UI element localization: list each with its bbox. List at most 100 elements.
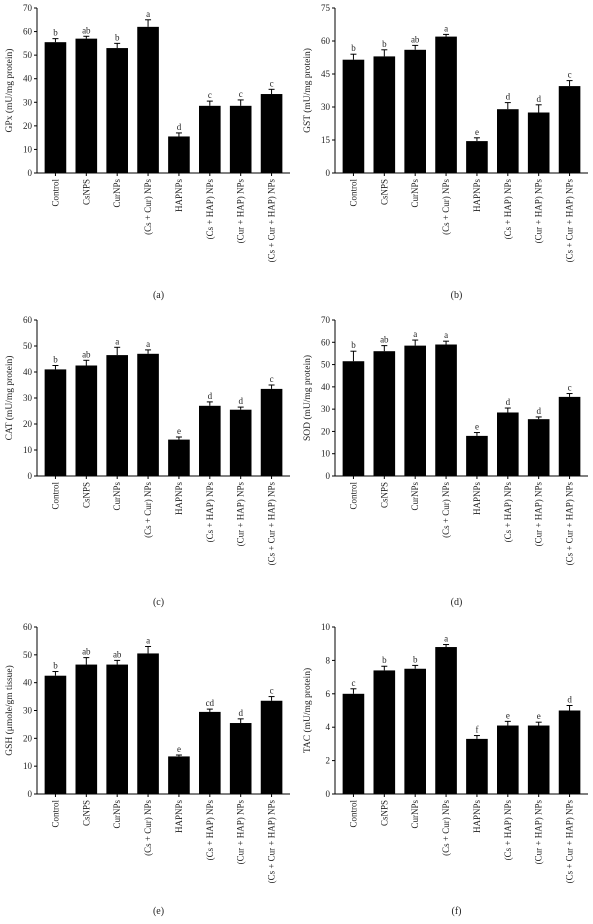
y-tick-label: 30 (23, 393, 33, 403)
significance-label: e (506, 710, 510, 720)
y-tick-label: 20 (23, 733, 33, 743)
x-tick-label: CurNPs (112, 179, 122, 208)
bar (466, 141, 488, 173)
significance-label: d (506, 92, 511, 102)
x-tick-label: (Cs + HAP) NPs (205, 800, 215, 861)
y-tick-label: 10 (23, 445, 33, 455)
x-tick-label: CurNPs (410, 179, 420, 208)
chart-panel: 0 10 20 30 40 50 60 70 SOD (mU/mg protein) b Contr… (302, 315, 588, 608)
x-tick-label: CsNPS (81, 482, 91, 508)
significance-label: b (53, 355, 58, 365)
bar (435, 344, 457, 476)
y-tick-label: 0 (28, 471, 33, 481)
significance-label: a (444, 330, 448, 340)
bar (199, 405, 221, 476)
chart-panel: 0 10 20 30 40 50 60 70 GPx (mU/mg protein) b Contr… (4, 3, 290, 301)
bar (229, 723, 252, 794)
y-tick-label: 40 (321, 382, 331, 392)
y-tick-label: 45 (321, 69, 331, 79)
significance-label: ab (82, 647, 91, 657)
bar (342, 361, 365, 476)
significance-label: c (568, 70, 572, 80)
bar (527, 419, 550, 476)
y-tick-label: 70 (23, 3, 33, 13)
bar (373, 351, 396, 476)
significance-label: ab (82, 349, 91, 359)
significance-label: b (351, 43, 356, 53)
x-tick-label: (Cur + HAP) NPs (236, 800, 246, 865)
significance-label: a (444, 23, 448, 33)
y-tick-label: 4 (326, 722, 331, 732)
bar (44, 369, 67, 476)
y-tick-label: 40 (23, 678, 33, 688)
bar (137, 353, 159, 476)
y-tick-label: 0 (28, 789, 33, 799)
bar (373, 670, 396, 794)
panel-caption: (a) (153, 290, 164, 301)
bar (168, 439, 190, 476)
x-tick-label: (Cs + Cur + HAP) NPs (565, 800, 575, 884)
chart-panel: 0 10 20 30 40 50 60 GSH (μmole/gm tissue) b Contr… (4, 622, 290, 917)
bar (497, 109, 519, 173)
x-tick-label: (Cs + Cur) NPs (143, 482, 153, 538)
y-tick-label: 10 (321, 622, 331, 632)
y-tick-label: 10 (321, 449, 331, 459)
y-tick-label: 8 (326, 655, 331, 665)
y-axis-title: CAT (mU/mg protein) (4, 356, 15, 441)
x-tick-label: (Cs + Cur) NPs (441, 179, 451, 235)
x-tick-label: CurNPs (410, 800, 420, 829)
y-tick-label: 70 (321, 315, 331, 325)
x-tick-label: HAPNPs (174, 482, 184, 516)
bar (229, 409, 252, 476)
y-tick-label: 10 (23, 761, 33, 771)
panel-caption: (c) (153, 597, 164, 608)
x-tick-label: (Cs + HAP) NPs (503, 800, 513, 861)
bar (229, 105, 252, 173)
significance-label: e (537, 711, 541, 721)
significance-label: cd (206, 698, 215, 708)
x-tick-label: (Cs + Cur + HAP) NPs (565, 482, 575, 566)
significance-label: f (475, 725, 478, 735)
significance-label: b (53, 28, 58, 38)
significance-label: d (536, 406, 541, 416)
significance-label: a (146, 9, 150, 19)
bar (106, 355, 128, 476)
y-tick-label: 50 (23, 341, 33, 351)
significance-label: d (536, 94, 541, 104)
x-tick-label: (Cs + Cur + HAP) NPs (267, 800, 277, 884)
x-tick-label: (Cs + Cur) NPs (143, 800, 153, 856)
y-tick-label: 20 (23, 121, 33, 131)
y-tick-label: 60 (321, 337, 331, 347)
x-tick-label: Control (50, 482, 60, 510)
x-tick-label: HAPNPs (174, 800, 184, 834)
significance-label: c (239, 89, 243, 99)
significance-label: d (177, 122, 182, 132)
bar (435, 647, 457, 794)
y-tick-label: 20 (321, 426, 331, 436)
significance-label: e (475, 422, 479, 432)
significance-label: b (53, 661, 58, 671)
x-tick-label: (Cs + Cur + HAP) NPs (267, 179, 277, 263)
panel-caption: (d) (451, 597, 463, 608)
bar (342, 59, 365, 174)
bar (260, 700, 283, 794)
significance-label: a (444, 634, 448, 644)
bar (373, 56, 396, 173)
significance-label: d (238, 396, 243, 406)
y-tick-label: 60 (23, 622, 33, 632)
y-axis-title: TAC (mU/mg protein) (302, 668, 313, 753)
bar (199, 105, 221, 173)
significance-label: b (382, 39, 387, 49)
bar (466, 435, 488, 476)
significance-label: a (146, 635, 150, 645)
bar (404, 49, 426, 173)
significance-label: a (146, 339, 150, 349)
significance-label: a (115, 336, 119, 346)
bar (137, 653, 159, 794)
chart-panel: 0 10 20 30 40 50 60 CAT (mU/mg protein) b Control… (4, 315, 290, 608)
y-tick-label: 6 (326, 689, 331, 699)
y-axis-title: GST (mU/mg protein) (302, 48, 313, 133)
bar (527, 725, 550, 794)
y-tick-label: 60 (321, 36, 331, 46)
x-tick-label: (Cs + Cur + HAP) NPs (565, 179, 575, 263)
